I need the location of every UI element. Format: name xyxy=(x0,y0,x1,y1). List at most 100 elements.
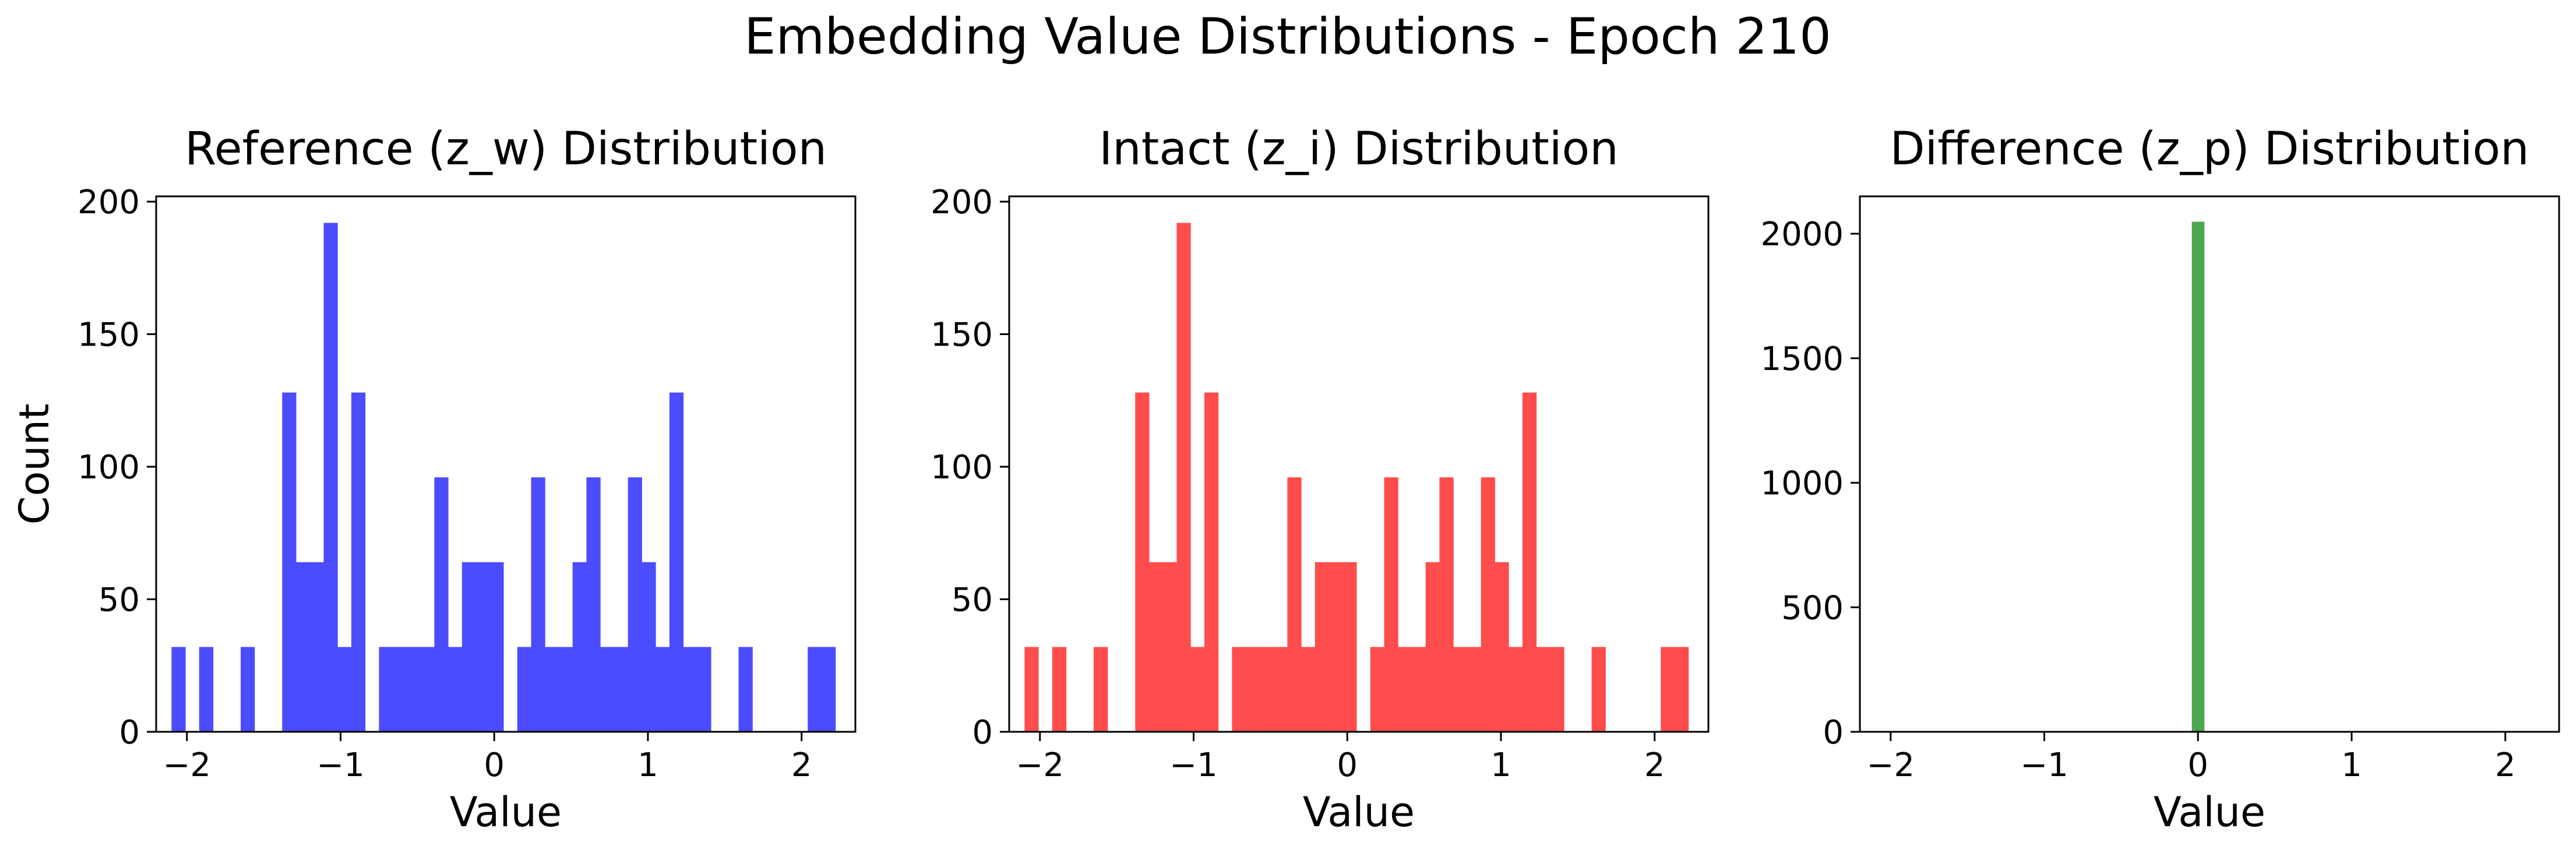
histogram-bar xyxy=(1536,647,1550,732)
y-tick-label: 0 xyxy=(972,714,993,752)
axes-frame xyxy=(1859,195,2560,733)
histogram-bar xyxy=(1398,647,1412,732)
x-tick-label: 0 xyxy=(484,746,505,784)
histogram-bar xyxy=(1135,392,1150,732)
histogram-bar xyxy=(1674,647,1689,732)
histogram-bar xyxy=(1439,477,1454,732)
x-tick-label: 2 xyxy=(2495,746,2516,784)
histogram-bar xyxy=(241,647,255,732)
histogram-bar xyxy=(1661,647,1675,732)
y-tick-label: 50 xyxy=(952,581,993,619)
histogram-bar xyxy=(628,477,642,732)
histogram-bar xyxy=(1024,647,1039,732)
histogram-bar xyxy=(461,562,477,732)
x-tick-label: −1 xyxy=(2020,746,2068,784)
histogram-bar xyxy=(1425,562,1440,732)
subplot-3: Difference (z_p) Distribution −2 −1 0 1 2 0 500… xyxy=(1760,123,2560,836)
subplot-title: Intact (z_i) Distribution xyxy=(1099,123,1618,175)
histogram-bar xyxy=(1453,647,1468,732)
histogram-bar xyxy=(1550,647,1564,732)
x-tick-label: −1 xyxy=(1169,746,1218,784)
histogram-bar xyxy=(572,562,587,732)
y-tick-label: 150 xyxy=(931,316,993,354)
histogram-bar xyxy=(434,477,449,732)
histogram-bar xyxy=(1204,392,1219,732)
x-tick-label: −1 xyxy=(316,746,365,784)
histogram-bar xyxy=(199,647,214,732)
histogram-bar xyxy=(1591,647,1606,732)
histogram-bar xyxy=(1094,647,1108,732)
histogram-bar xyxy=(1522,392,1537,732)
histogram-bar xyxy=(171,647,186,732)
x-tick-label: 0 xyxy=(2187,746,2208,784)
histogram-bar xyxy=(448,647,463,732)
x-tick-label: 1 xyxy=(1490,746,1511,784)
histogram-bar xyxy=(614,647,629,732)
histogram-bar xyxy=(1411,647,1426,732)
histogram-bar xyxy=(351,392,366,732)
histogram-bar xyxy=(1315,562,1330,732)
histogram-bars xyxy=(171,223,836,732)
histogram-bar xyxy=(1246,647,1260,732)
histogram-bar xyxy=(656,647,670,732)
y-axis-label: Count xyxy=(10,404,58,525)
histogram-bar xyxy=(642,562,656,732)
histogram-bar xyxy=(420,647,435,732)
y-tick-label: 1000 xyxy=(1760,465,1844,503)
histogram-bar xyxy=(1384,477,1398,732)
x-tick-label: −2 xyxy=(1016,746,1064,784)
histogram-bar xyxy=(1301,647,1316,732)
y-tick-label: 200 xyxy=(77,184,140,221)
histogram-bar xyxy=(586,477,601,732)
x-axis-label: Value xyxy=(2154,788,2265,836)
histogram-bar xyxy=(517,647,532,732)
histogram-bar xyxy=(1149,562,1164,732)
subplot-title: Reference (z_w) Distribution xyxy=(185,123,827,175)
x-axis-label: Value xyxy=(450,788,562,836)
y-tick-label: 500 xyxy=(1781,589,1844,627)
x-tick-label: −2 xyxy=(163,746,211,784)
histogram-bars xyxy=(1024,223,1689,732)
histogram-bar xyxy=(1481,477,1495,732)
subplot-1: Reference (z_w) Distribution −2 −1 0 1 2 0 50 10… xyxy=(10,123,857,836)
histogram-bar xyxy=(1052,647,1067,732)
histogram-bar xyxy=(1342,562,1357,732)
x-tick-label: 2 xyxy=(791,746,812,784)
axes-frame xyxy=(1008,195,1710,733)
x-axis-label: Value xyxy=(1303,788,1415,836)
x-tick-label: 1 xyxy=(637,746,658,784)
histogram-bar xyxy=(379,647,393,732)
histogram-bar xyxy=(1162,562,1177,732)
y-tick-label: 1500 xyxy=(1760,340,1844,378)
histogram-bar xyxy=(1176,223,1191,732)
y-tick-label: 150 xyxy=(77,316,140,354)
histogram-bars xyxy=(2191,221,2205,732)
histogram-bar xyxy=(558,647,573,732)
subplots: Reference (z_w) Distribution−2 −1 0 1 205010… xyxy=(10,123,2560,836)
y-tick-label: 200 xyxy=(931,184,993,221)
histogram-bar xyxy=(393,647,407,732)
histogram-bar xyxy=(1328,562,1343,732)
histogram-bar xyxy=(309,562,324,732)
histogram-bar xyxy=(1370,647,1385,732)
histogram-bar xyxy=(337,647,352,732)
histogram-bar xyxy=(808,647,822,732)
histogram-bar xyxy=(1495,562,1509,732)
histogram-bar xyxy=(697,647,711,732)
histogram-bar xyxy=(489,562,504,732)
histogram-bar xyxy=(2191,221,2205,732)
histogram-bar xyxy=(1287,477,1302,732)
histogram-bar xyxy=(1467,647,1482,732)
x-tick-label: 0 xyxy=(1337,746,1358,784)
histogram-bar xyxy=(1273,647,1288,732)
histogram-bar xyxy=(323,223,338,732)
y-tick-label: 2000 xyxy=(1760,216,1844,253)
y-tick-label: 100 xyxy=(931,449,993,487)
histogram-bar xyxy=(282,392,297,732)
histogram-bar xyxy=(1232,647,1246,732)
histogram-bar xyxy=(531,477,545,732)
y-tick-label: 0 xyxy=(119,714,140,752)
histogram-bar xyxy=(1259,647,1274,732)
x-tick-label: −2 xyxy=(1866,746,1915,784)
